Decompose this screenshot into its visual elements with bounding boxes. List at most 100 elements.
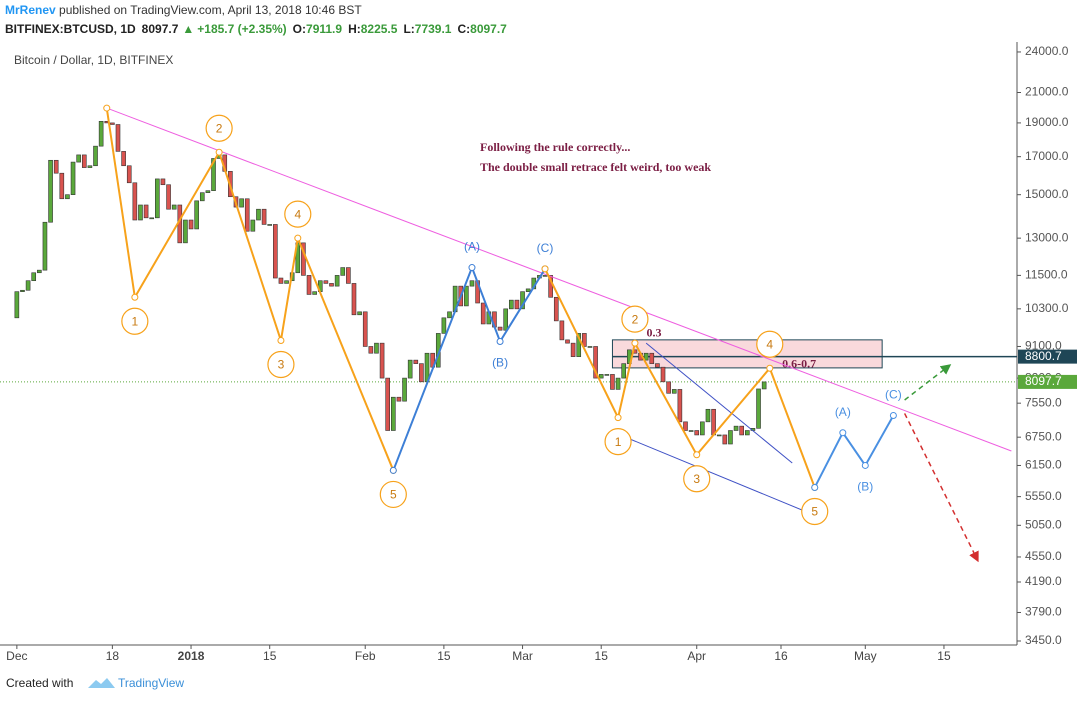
ohlc-label: H: [348,22,361,36]
wave-label-ring [284,200,312,228]
candle [705,408,711,423]
wave-label: 4 [294,207,301,221]
pivot [389,466,397,474]
y-tick-label: 3450.0 [1025,633,1062,647]
fib-label: 0.6-0.7 [782,357,816,371]
x-tick-label: Apr [687,649,706,663]
candle [115,124,121,152]
pivot [889,411,897,419]
candle [497,326,503,331]
wave-label-ring [267,350,295,379]
pivot [131,293,139,301]
tv-logo [88,678,115,688]
channel-line [645,342,793,464]
candle [239,198,244,208]
wave-label: 2 [632,312,639,326]
pivot [541,265,549,273]
candle [25,280,31,291]
pivot [631,339,639,347]
candle [413,359,419,364]
ohlc-value: 8225.5 [361,22,398,36]
y-tick-label: 5550.0 [1025,489,1062,503]
candle [700,421,705,436]
trendline [106,107,1012,452]
wave-label-ring [801,497,829,526]
candle [42,221,48,271]
candle [98,121,104,147]
candle [211,158,216,191]
wave-label-ring [756,330,784,358]
wave-label: (C) [537,241,554,255]
candle [509,299,514,310]
wave-label-ring [621,305,649,333]
wave-label: 5 [811,505,818,519]
projection-arrow [903,413,979,563]
candle [267,224,273,226]
wave-label: (B) [492,356,508,370]
pivot [215,148,223,156]
wave-label: (B) [857,480,873,494]
candle [306,275,312,295]
candle [598,374,604,379]
candle [166,184,171,210]
wave-label: 3 [278,358,285,372]
candle [587,346,593,348]
candle [362,311,368,347]
candle [334,275,340,287]
candle [81,154,87,168]
candle [615,377,621,390]
candle [261,208,267,225]
wave-label-ring [604,427,632,456]
candle [374,342,379,354]
annotation: Following the rule correctly... [480,140,630,154]
candle [447,311,452,319]
candle [65,194,70,200]
candle [110,122,115,125]
pivot [839,429,847,437]
candle [250,219,256,232]
pivot [103,104,111,112]
ohlc-value: 8097.7 [470,22,507,36]
candle [323,280,329,284]
pivot [861,461,869,469]
candle [688,430,694,432]
wave-label: (A) [835,405,851,419]
candle [188,219,194,230]
candle [199,192,205,202]
candle [183,219,188,244]
wave-label: 3 [693,472,700,486]
header-line-1: MrRenev published on TradingView.com, Ap… [5,3,362,17]
candle [20,289,25,292]
pivot [294,234,302,242]
fib-zone [611,339,883,369]
candle [559,320,565,341]
y-tick-label: 11500.0 [1025,268,1068,282]
candle [610,374,615,390]
candle [683,421,688,431]
y-tick-label: 4190.0 [1025,574,1062,588]
pivot [811,483,819,491]
author[interactable]: MrRenev [5,3,56,17]
y-tick-label: 15000.0 [1025,187,1069,201]
wave-label: 5 [390,488,397,502]
candle [244,198,250,232]
candle [132,182,138,221]
y-tick-label: 17000.0 [1025,149,1069,163]
change-arrow: ▲ [182,22,194,36]
candle [312,291,317,295]
y-tick-label: 10300.0 [1025,301,1069,315]
wave-line [813,414,895,488]
wave-label: 1 [615,435,622,449]
x-tick-label: 15 [263,649,277,663]
price-tag [1018,374,1077,389]
x-tick-label: 16 [774,649,788,663]
candle [576,333,582,357]
footer-created: Created with [6,676,73,690]
ohlc-label: O: [293,22,306,36]
candle [739,425,744,436]
candle [126,165,132,184]
candle [728,430,733,445]
candle [441,317,447,334]
footer-brand[interactable]: TradingView [118,676,184,690]
